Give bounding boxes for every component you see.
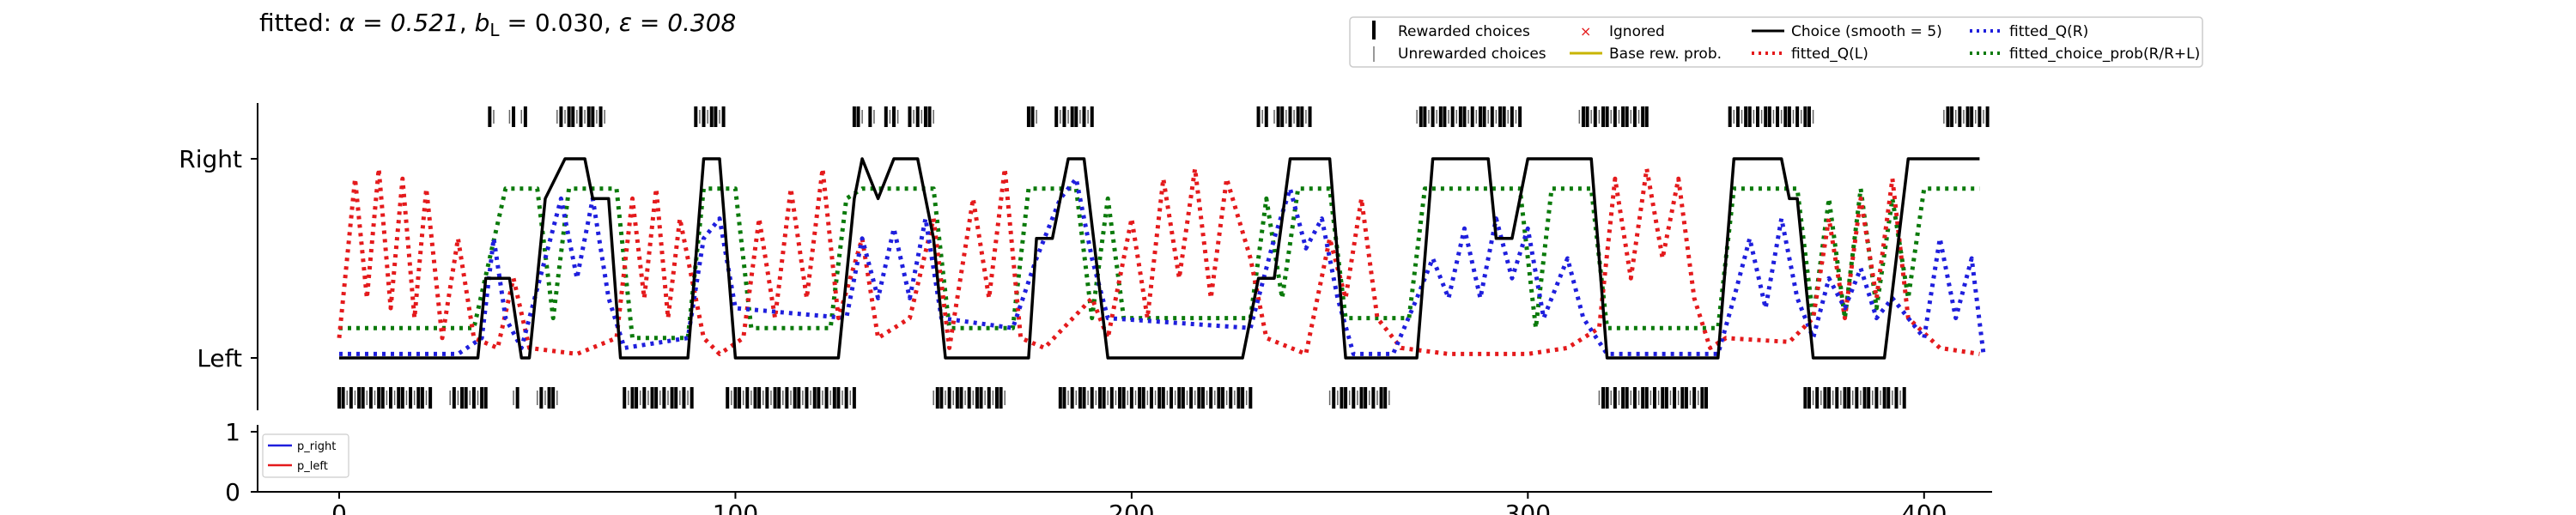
xtick-label: 100: [713, 500, 758, 515]
bottom-plot: 1 0 p_right p_left 0 100 200 300 400: [225, 418, 1992, 515]
bottom-ytick-label-1: 1: [225, 418, 240, 446]
series-fitted-qR: [339, 176, 1986, 356]
legend-qL-label: fitted_Q(L): [1791, 45, 1868, 63]
xtick-label: 400: [1901, 500, 1947, 515]
legend-p-left-label: p_left: [297, 460, 328, 473]
xtick-label: 300: [1505, 500, 1551, 515]
x-ticks: 0 100 200 300 400: [331, 492, 1947, 515]
xtick-label: 200: [1109, 500, 1154, 515]
legend-rewarded-label: Rewarded choices: [1398, 23, 1530, 40]
legend-base-label: Base rew. prob.: [1609, 45, 1722, 63]
xtick-label: 0: [331, 500, 347, 515]
legend-ignored-marker: ×: [1580, 23, 1591, 39]
choice-ticks: [337, 106, 1990, 409]
chart-title: fitted: α = 0.521, bL = 0.030, ε = 0.308: [259, 9, 736, 40]
legend-choice-label: Choice (smooth = 5): [1791, 23, 1942, 40]
main-legend: Rewarded choices Unrewarded choices × Ig…: [1349, 16, 2203, 68]
bottom-ytick-label-0: 0: [225, 478, 240, 506]
legend-qR-label: fitted_Q(R): [2009, 23, 2088, 40]
legend-unrewarded-label: Unrewarded choices: [1398, 45, 1546, 63]
ytick-label-left: Left: [197, 344, 242, 373]
bottom-legend: p_right p_left: [262, 433, 349, 478]
legend-prob-label: fitted_choice_prob(R/R+L): [2009, 45, 2200, 63]
main-series: [337, 157, 1986, 360]
legend-rewarded-marker: [1372, 21, 1376, 39]
legend-p-right-label: p_right: [297, 440, 336, 453]
main-plot: Right Left: [179, 103, 1990, 410]
ytick-label-right: Right: [179, 145, 242, 173]
series-choice-smooth: [339, 157, 1980, 360]
legend-ignored-label: Ignored: [1609, 23, 1665, 40]
